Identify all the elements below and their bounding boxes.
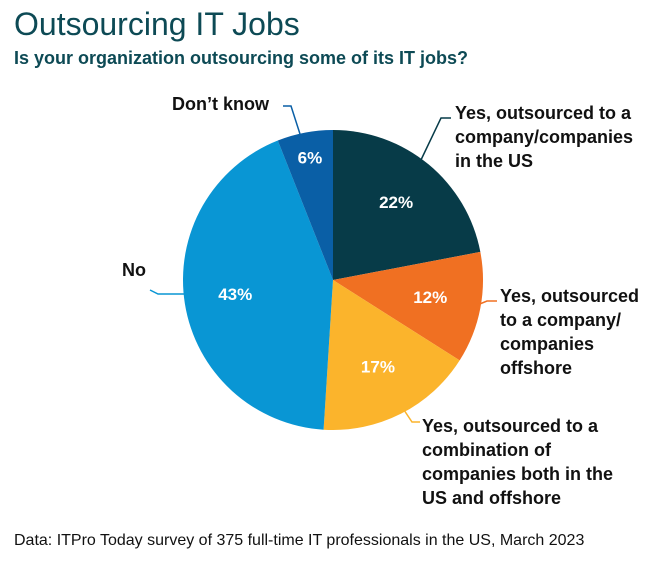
chart-title: Outsourcing IT Jobs bbox=[14, 6, 300, 42]
value-label: 12% bbox=[413, 288, 447, 307]
pie-slice bbox=[182, 140, 333, 430]
category-label: Yes, outsourced to a company/ companies … bbox=[500, 286, 640, 378]
value-label: 17% bbox=[361, 358, 395, 377]
pie-slice bbox=[333, 130, 481, 280]
source-note: Data: ITPro Today survey of 375 full-tim… bbox=[14, 532, 585, 549]
category-label: Yes, outsourced to a combination of comp… bbox=[422, 416, 614, 508]
value-label: 6% bbox=[298, 149, 323, 168]
category-label: No bbox=[122, 260, 146, 280]
category-label: Don’t know bbox=[172, 94, 269, 114]
pie-slice bbox=[333, 251, 483, 361]
value-label: 22% bbox=[379, 193, 413, 212]
chart-subtitle: Is your organization outsourcing some of… bbox=[14, 48, 469, 68]
leader-line bbox=[399, 403, 420, 423]
pie-slice bbox=[277, 130, 333, 280]
leader-line bbox=[469, 300, 497, 309]
leader-line bbox=[149, 289, 184, 295]
pie-slice bbox=[323, 280, 460, 430]
leader-line bbox=[419, 117, 451, 163]
category-label: Yes, outsourced to a company/companies i… bbox=[455, 103, 634, 171]
leader-line bbox=[283, 105, 301, 135]
value-label: 43% bbox=[218, 285, 252, 304]
